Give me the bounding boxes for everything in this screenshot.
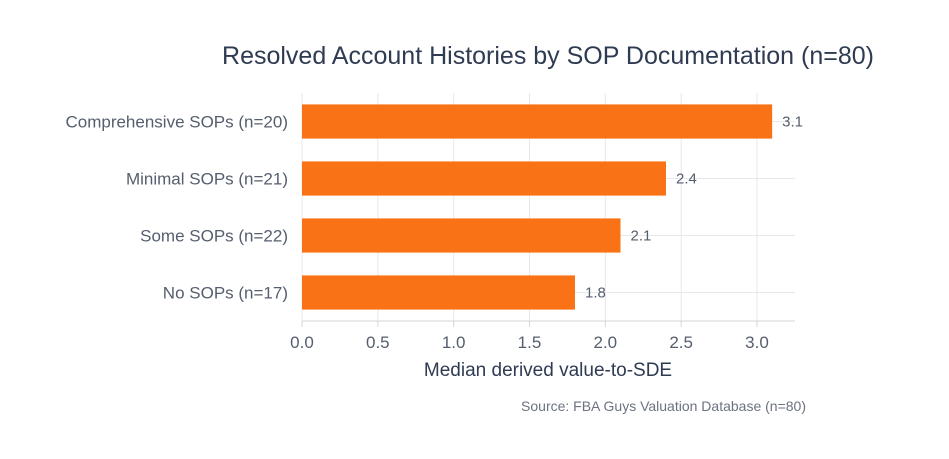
x-tick-label: 0.5 (366, 333, 390, 352)
bar (302, 104, 773, 139)
data-label: 2.4 (676, 171, 697, 188)
x-axis-title: Median derived value-to-SDE (424, 360, 672, 381)
x-axis-ticks: 0.0 0.5 1.0 1.5 2.0 2.5 3.0 (290, 321, 769, 352)
x-tick-label: 2.0 (594, 333, 618, 352)
data-label: 2.1 (631, 228, 652, 245)
bars-layer (302, 104, 773, 310)
bar (302, 218, 621, 253)
x-tick-label: 1.0 (442, 333, 466, 352)
category-label: Comprehensive SOPs (n=20) (65, 113, 288, 132)
bar (302, 161, 666, 196)
data-labels: 3.1 2.4 2.1 1.8 (585, 114, 803, 302)
x-tick-label: 3.0 (745, 333, 769, 352)
category-label: Some SOPs (n=22) (140, 227, 288, 246)
category-label: Minimal SOPs (n=21) (126, 170, 288, 189)
bar (302, 275, 575, 310)
x-tick-label: 2.5 (669, 333, 693, 352)
category-label: No SOPs (n=17) (163, 284, 288, 303)
chart-title: Resolved Account Histories by SOP Docume… (222, 42, 874, 70)
data-label: 1.8 (585, 285, 606, 302)
x-tick-label: 0.0 (290, 333, 314, 352)
data-label: 3.1 (782, 114, 803, 131)
x-tick-label: 1.5 (518, 333, 542, 352)
category-labels: Comprehensive SOPs (n=20) Minimal SOPs (n… (65, 113, 288, 303)
source-note: Source: FBA Guys Valuation Database (n=8… (521, 398, 806, 414)
